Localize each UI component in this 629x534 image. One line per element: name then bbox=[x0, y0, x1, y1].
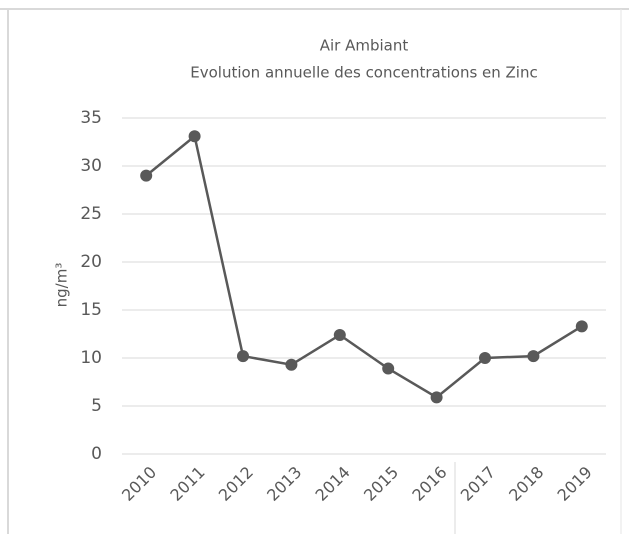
marker bbox=[430, 391, 443, 404]
y-tick-label: 25 bbox=[80, 204, 102, 224]
marker bbox=[575, 320, 588, 333]
marker bbox=[479, 352, 491, 364]
marker bbox=[333, 328, 346, 341]
chart-subtitle: Evolution annuelle des concentrations en… bbox=[190, 64, 537, 82]
y-axis-label: ng/m³ bbox=[53, 263, 71, 308]
y-tick-label: 15 bbox=[80, 300, 102, 320]
chart-title: Air Ambiant bbox=[320, 37, 409, 55]
marker bbox=[285, 358, 298, 371]
y-tick-label: 30 bbox=[80, 156, 102, 176]
marker bbox=[140, 169, 153, 182]
y-tick-label: 35 bbox=[80, 108, 102, 128]
y-tick-label: 10 bbox=[80, 348, 102, 368]
line bbox=[145, 133, 583, 399]
marker bbox=[382, 362, 395, 375]
marker bbox=[188, 130, 201, 143]
y-tick-label: 20 bbox=[80, 252, 102, 272]
y-tick-label: 5 bbox=[91, 396, 102, 416]
marker bbox=[527, 350, 540, 363]
y-tick-label: 0 bbox=[91, 444, 102, 464]
marker bbox=[237, 350, 249, 363]
